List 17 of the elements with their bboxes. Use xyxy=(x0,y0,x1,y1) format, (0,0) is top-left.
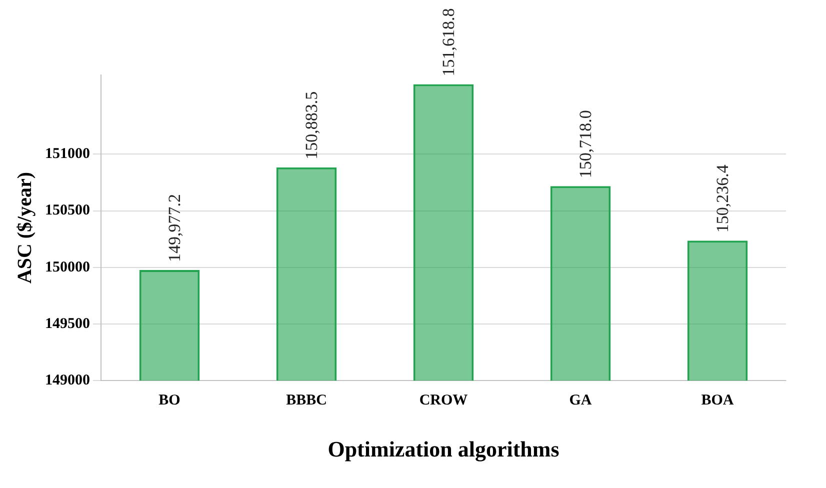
y-tick-label: 150500 xyxy=(45,202,90,219)
y-tick-label: 149000 xyxy=(45,372,90,388)
data-label: 151,618.8 xyxy=(438,8,458,76)
data-label: 150,236.4 xyxy=(712,164,732,233)
x-tick-label: GA xyxy=(569,392,592,408)
x-tick-label: BBBC xyxy=(286,392,327,408)
x-tick-label: BO xyxy=(158,392,180,408)
x-tick-label: BOA xyxy=(701,392,734,408)
data-label: 149,977.2 xyxy=(164,194,184,262)
x-tick-label: CROW xyxy=(419,392,468,408)
y-axis-title: ASC ($/year) xyxy=(14,172,36,284)
y-tick-label: 150000 xyxy=(45,259,90,276)
y-tick-label: 151000 xyxy=(45,146,90,162)
data-label: 150,883.5 xyxy=(302,91,321,160)
y-tick-label: 149500 xyxy=(45,316,90,332)
x-axis-title: Optimization algorithms xyxy=(328,436,560,462)
data-label: 150,718.0 xyxy=(576,110,595,178)
